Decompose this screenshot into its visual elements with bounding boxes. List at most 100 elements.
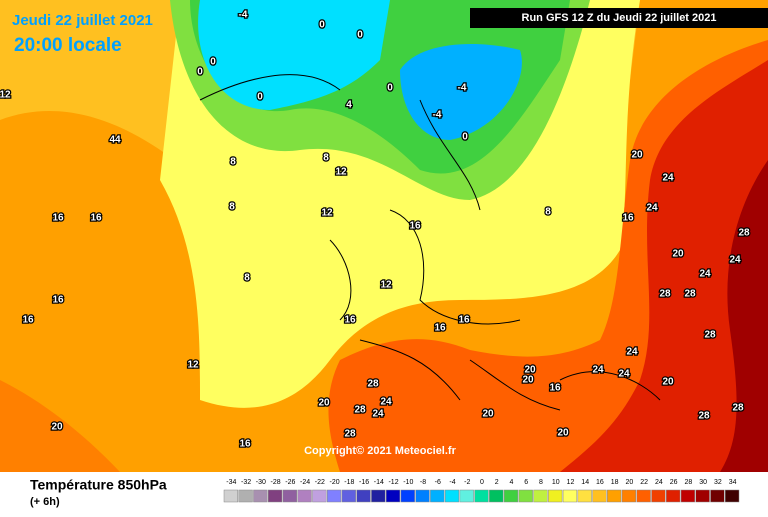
contour-label: 28 <box>738 228 750 239</box>
scale-swatch <box>444 489 460 503</box>
scale-label: -22 <box>315 479 325 486</box>
contour-label: 12 <box>187 360 199 371</box>
contour-label: 4 <box>346 100 352 111</box>
scale-swatch <box>533 489 548 503</box>
legend-subtitle: (+ 6h) <box>30 496 60 508</box>
scale-label: 22 <box>640 479 648 486</box>
scale-swatch <box>459 489 474 503</box>
scale-label: 30 <box>699 479 707 486</box>
map-field <box>0 0 768 472</box>
scale-swatch <box>548 489 563 503</box>
scale-label: 16 <box>596 479 604 486</box>
scale-swatch <box>710 489 725 503</box>
scale-swatch <box>430 489 445 503</box>
scale-swatch <box>518 489 533 503</box>
scale-label: 32 <box>714 479 722 486</box>
contour-label: 24 <box>380 397 392 408</box>
contour-label: 20 <box>522 375 534 386</box>
scale-swatch <box>474 489 489 503</box>
scale-swatch <box>695 489 710 503</box>
scale-label: -18 <box>344 479 354 486</box>
contour-label: 28 <box>344 429 356 440</box>
scale-swatch <box>267 489 283 503</box>
scale-label: 34 <box>729 479 737 486</box>
contour-label: 0 <box>462 132 468 143</box>
contour-label: 16 <box>622 213 634 224</box>
scale-label: 26 <box>670 479 678 486</box>
scale-swatch <box>489 489 504 503</box>
scale-label: -28 <box>271 479 281 486</box>
contour-label: 0 <box>257 92 263 103</box>
scale-label: 12 <box>567 479 575 486</box>
contour-label: -4 <box>433 110 442 121</box>
scale-swatch <box>223 489 238 503</box>
contour-label: 8 <box>229 202 235 213</box>
contour-label: 0 <box>197 67 203 78</box>
contour-label: 8 <box>230 157 236 168</box>
contour-label: 20 <box>672 249 684 260</box>
run-info: Run GFS 12 Z du Jeudi 22 juillet 2021 <box>522 12 717 24</box>
contour-label: 16 <box>52 213 64 224</box>
contour-label: 24 <box>618 369 630 380</box>
contour-label: 16 <box>52 295 64 306</box>
contour-label: 0 <box>357 30 363 41</box>
scale-label: -20 <box>330 479 340 486</box>
contour-label: 12 <box>380 280 392 291</box>
scale-swatch <box>666 489 681 503</box>
run-box <box>470 8 768 28</box>
scale-swatch <box>577 489 592 503</box>
contour-label: 24 <box>699 269 711 280</box>
scale-label: 0 <box>480 479 484 486</box>
scale-label: 14 <box>581 479 589 486</box>
scale-label: 6 <box>524 479 528 486</box>
contour-label: 24 <box>662 173 674 184</box>
contour-label: 16 <box>434 323 446 334</box>
scale-swatch <box>725 489 740 503</box>
scale-swatch <box>400 489 415 503</box>
contour-label: 20 <box>662 377 674 388</box>
scale-swatch <box>621 489 637 503</box>
contour-label: 20 <box>482 409 494 420</box>
contour-label: 16 <box>549 383 561 394</box>
contour-label: 20 <box>524 365 536 376</box>
scale-swatch <box>651 489 666 503</box>
contour-label: -4 <box>458 83 467 94</box>
contour-label: 16 <box>344 315 356 326</box>
contour-label: 28 <box>732 403 744 414</box>
scale-label: -24 <box>300 479 310 486</box>
scale-swatch <box>297 489 312 503</box>
scale-swatch <box>503 489 519 503</box>
contour-label: 28 <box>354 405 366 416</box>
scale-label: -26 <box>285 479 295 486</box>
contour-label: 24 <box>626 347 638 358</box>
scale-label: 20 <box>626 479 634 486</box>
contour-label: 8 <box>545 207 551 218</box>
contour-label: 20 <box>51 422 63 433</box>
contour-label: 8 <box>323 153 329 164</box>
contour-label: 16 <box>239 439 251 450</box>
scale-swatch <box>282 489 297 503</box>
scale-swatch <box>326 489 342 503</box>
contour-label: 20 <box>631 150 643 161</box>
contour-label: 20 <box>557 428 569 439</box>
contour-label: 16 <box>90 213 102 224</box>
scale-label: -30 <box>256 479 266 486</box>
contour-label: 24 <box>592 365 604 376</box>
contour-label: 28 <box>367 379 379 390</box>
contour-label: 28 <box>704 330 716 341</box>
contour-label: 24 <box>729 255 741 266</box>
scale-label: -34 <box>226 479 236 486</box>
scale-label: 10 <box>552 479 560 486</box>
scale-swatch <box>636 489 651 503</box>
scale-swatch <box>371 489 386 503</box>
contour-label: 16 <box>458 315 470 326</box>
scale-label: -8 <box>420 479 426 486</box>
scale-label: 2 <box>495 479 499 486</box>
contour-label: 0 <box>210 57 216 68</box>
contour-label: 12 <box>0 90 11 101</box>
contour-label: 28 <box>684 289 696 300</box>
scale-swatch <box>341 489 356 503</box>
scale-label: -2 <box>464 479 470 486</box>
scale-label: 24 <box>655 479 663 486</box>
